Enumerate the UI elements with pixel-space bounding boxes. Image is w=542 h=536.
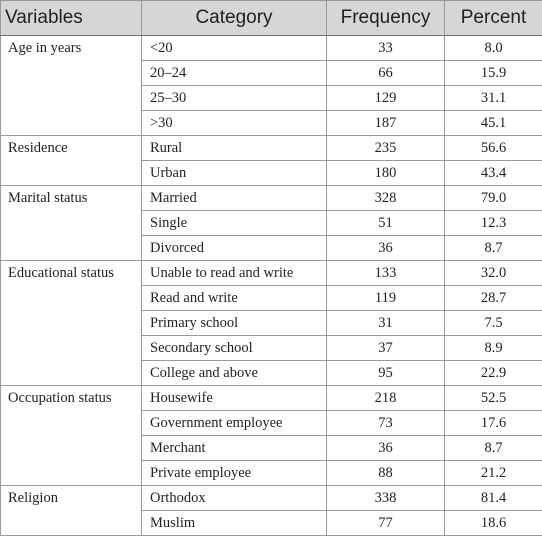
category-cell: <20 — [141, 35, 327, 61]
frequency-cell: 88 — [326, 460, 445, 486]
percent-cell: 12.3 — [444, 210, 542, 236]
variable-cell: Religion — [0, 485, 142, 536]
percent-cell: 17.6 — [444, 410, 542, 436]
table-row: College and above 95 22.9 — [1, 360, 542, 386]
frequency-cell: 51 — [326, 210, 445, 236]
table-row: Marital status Married 328 79.0 — [0, 185, 542, 261]
percent-cell: 28.7 — [444, 285, 542, 311]
category-cell: 20–24 — [141, 60, 327, 86]
category-cell: Housewife — [141, 385, 327, 411]
table-row: Secondary school 37 8.9 — [1, 335, 542, 361]
category-cell: Private employee — [141, 460, 327, 486]
frequency-cell: 187 — [326, 110, 445, 136]
frequency-cell: 33 — [326, 35, 445, 61]
table-row: 25–30 129 31.1 — [1, 85, 542, 111]
table-row: Urban 180 43.4 — [1, 160, 542, 186]
frequency-cell: 31 — [326, 310, 445, 336]
category-cell: Married — [141, 185, 327, 211]
frequency-cell: 119 — [326, 285, 445, 311]
variable-cell: Marital status — [0, 185, 142, 261]
frequency-cell: 36 — [326, 435, 445, 461]
frequency-cell: 133 — [326, 260, 445, 286]
header-variables: Variables — [0, 0, 142, 36]
frequency-cell: 66 — [326, 60, 445, 86]
percent-cell: 22.9 — [444, 360, 542, 386]
table-row: Occupation status Housewife 218 52.5 — [0, 385, 542, 486]
table-row: Single 51 12.3 — [1, 210, 542, 236]
category-cell: Single — [141, 210, 327, 236]
category-cell: Read and write — [141, 285, 327, 311]
table-row: Religion Orthodox 338 81.4 — [0, 485, 542, 536]
table-row: Residence Rural 235 56.6 — [0, 135, 542, 186]
header-percent: Percent — [444, 0, 542, 36]
table-row: Government employee 73 17.6 — [1, 410, 542, 436]
frequency-cell: 37 — [326, 335, 445, 361]
category-cell: Primary school — [141, 310, 327, 336]
percent-cell: 81.4 — [444, 485, 542, 511]
percent-cell: 7.5 — [444, 310, 542, 336]
frequency-cell: 95 — [326, 360, 445, 386]
category-cell: Secondary school — [141, 335, 327, 361]
percent-cell: 31.1 — [444, 85, 542, 111]
frequency-cell: 235 — [326, 135, 445, 161]
table-row: Divorced 36 8.7 — [1, 235, 542, 261]
table-row: Age in years <20 33 8.0 — [0, 35, 542, 136]
variable-cell: Age in years — [0, 35, 142, 136]
percent-cell: 45.1 — [444, 110, 542, 136]
table-header: Variables Category Frequency Percent — [0, 0, 542, 36]
frequency-cell: 218 — [326, 385, 445, 411]
percent-cell: 52.5 — [444, 385, 542, 411]
category-cell: Orthodox — [141, 485, 327, 511]
percent-cell: 32.0 — [444, 260, 542, 286]
percent-cell: 18.6 — [444, 510, 542, 536]
category-cell: Muslim — [141, 510, 327, 536]
table-row: Educational status Unable to read and wri… — [0, 260, 542, 386]
table-row: Read and write 119 28.7 — [1, 285, 542, 311]
category-cell: Divorced — [141, 235, 327, 261]
header-category: Category — [141, 0, 327, 36]
frequency-cell: 129 — [326, 85, 445, 111]
percent-cell: 8.9 — [444, 335, 542, 361]
category-cell: Rural — [141, 135, 327, 161]
variable-cell: Occupation status — [0, 385, 142, 486]
category-cell: Unable to read and write — [141, 260, 327, 286]
category-cell: Merchant — [141, 435, 327, 461]
frequency-cell: 73 — [326, 410, 445, 436]
variable-cell: Educational status — [0, 260, 142, 386]
frequency-cell: 338 — [326, 485, 445, 511]
variable-cell: Residence — [0, 135, 142, 186]
percent-cell: 56.6 — [444, 135, 542, 161]
table-row: Primary school 31 7.5 — [1, 310, 542, 336]
header-row: Variables Category Frequency Percent — [0, 0, 542, 36]
category-cell: College and above — [141, 360, 327, 386]
table-row: Muslim 77 18.6 — [1, 510, 542, 536]
category-cell: Government employee — [141, 410, 327, 436]
category-cell: >30 — [141, 110, 327, 136]
category-cell: Urban — [141, 160, 327, 186]
percent-cell: 43.4 — [444, 160, 542, 186]
percent-cell: 8.7 — [444, 435, 542, 461]
frequency-cell: 180 — [326, 160, 445, 186]
frequency-cell: 77 — [326, 510, 445, 536]
percent-cell: 79.0 — [444, 185, 542, 211]
percent-cell: 8.0 — [444, 35, 542, 61]
percent-cell: 21.2 — [444, 460, 542, 486]
frequency-cell: 328 — [326, 185, 445, 211]
frequency-cell: 36 — [326, 235, 445, 261]
percent-cell: 8.7 — [444, 235, 542, 261]
category-cell: 25–30 — [141, 85, 327, 111]
table-body: Age in years <20 33 8.0 20–24 66 15.9 25–30 129 3… — [0, 35, 542, 536]
table-row: >30 187 45.1 — [1, 110, 542, 136]
percent-cell: 15.9 — [444, 60, 542, 86]
header-frequency: Frequency — [326, 0, 445, 36]
